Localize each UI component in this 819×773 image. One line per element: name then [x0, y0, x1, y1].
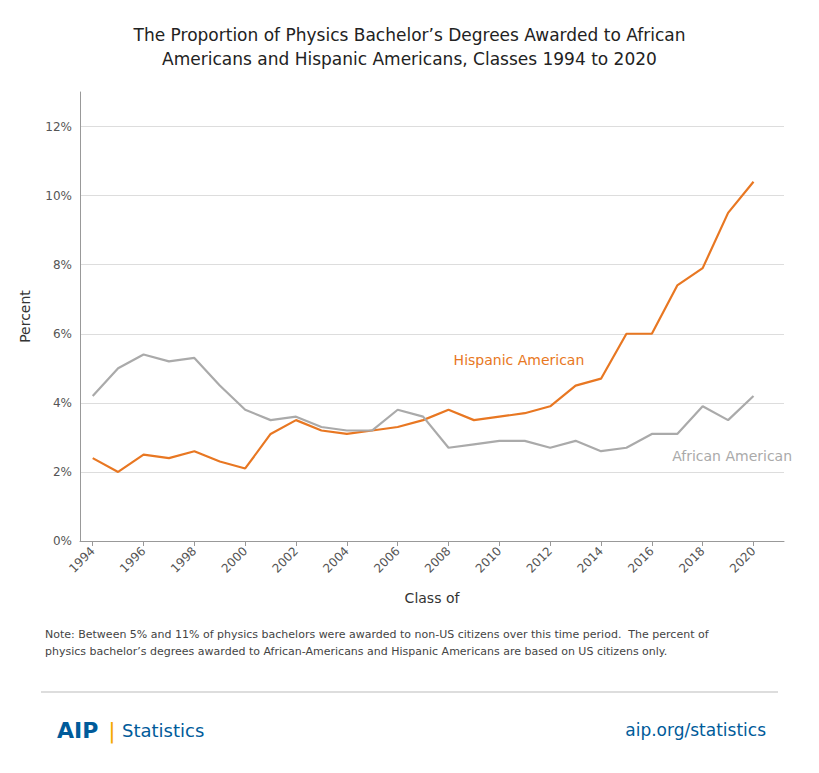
svg-text:Statistics: Statistics	[122, 720, 204, 741]
svg-text:Hispanic American: Hispanic American	[454, 352, 585, 368]
svg-text:2012: 2012	[524, 544, 555, 575]
svg-text:Class of: Class of	[405, 590, 461, 606]
svg-text:Note: Between 5% and 11% of ph: Note: Between 5% and 11% of physics bach…	[45, 628, 710, 641]
svg-text:2008: 2008	[422, 544, 453, 575]
svg-text:The Proportion of Physics Bach: The Proportion of Physics Bachelor’s Deg…	[133, 25, 686, 45]
svg-text:2010: 2010	[473, 544, 504, 575]
svg-text:2016: 2016	[625, 544, 656, 575]
svg-text:1994: 1994	[66, 544, 97, 575]
svg-text:aip.org/statistics: aip.org/statistics	[625, 720, 766, 740]
svg-text:8%: 8%	[53, 258, 72, 272]
svg-text:African American: African American	[672, 448, 792, 464]
svg-text:2014: 2014	[574, 544, 605, 575]
svg-text:|: |	[108, 718, 115, 744]
svg-text:2002: 2002	[270, 544, 301, 575]
svg-text:4%: 4%	[53, 396, 72, 410]
svg-text:6%: 6%	[53, 327, 72, 341]
svg-text:10%: 10%	[45, 189, 72, 203]
svg-text:1996: 1996	[117, 544, 148, 575]
svg-text:2004: 2004	[320, 544, 351, 575]
svg-text:0%: 0%	[53, 534, 72, 548]
svg-text:12%: 12%	[45, 120, 72, 134]
svg-text:2000: 2000	[219, 544, 250, 575]
svg-text:2018: 2018	[676, 544, 707, 575]
svg-text:2020: 2020	[727, 544, 758, 575]
svg-text:physics bachelor’s degrees awa: physics bachelor’s degrees awarded to Af…	[45, 645, 667, 658]
svg-text:Americans and Hispanic America: Americans and Hispanic Americans, Classe…	[162, 49, 657, 69]
svg-text:AIP: AIP	[57, 718, 98, 743]
svg-text:2006: 2006	[371, 544, 402, 575]
svg-text:Percent: Percent	[17, 290, 33, 343]
svg-text:2%: 2%	[53, 465, 72, 479]
svg-text:1998: 1998	[168, 544, 199, 575]
